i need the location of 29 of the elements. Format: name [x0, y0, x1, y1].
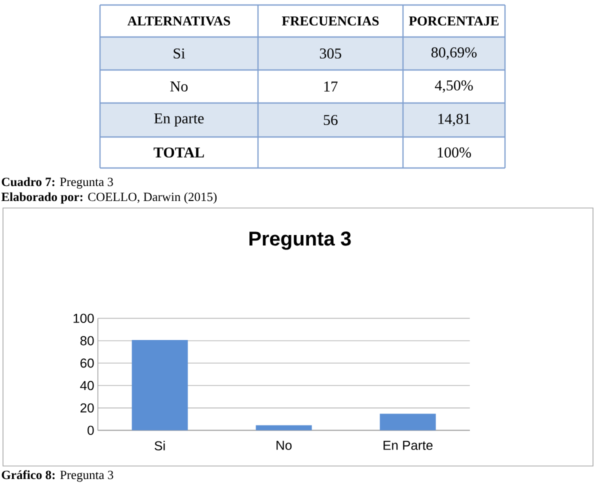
y-tick-label: 20 — [80, 403, 94, 413]
text: 56 — [324, 114, 338, 126]
text: 305 — [320, 48, 342, 59]
x-tick-label: En Parte — [384, 440, 433, 450]
x-tick-label: Si — [154, 440, 165, 450]
text: Cuadro 7: Pregunta 3 — [2, 177, 113, 189]
text: 14,81 — [438, 114, 470, 126]
bar — [132, 340, 188, 430]
text: En parte — [154, 113, 204, 126]
bar — [380, 414, 436, 430]
text: ALTERNATIVAS — [127, 16, 230, 26]
y-tick-label: 80 — [80, 336, 94, 346]
text: Elaborado por: COELLO, Darwin (2015) — [1, 192, 217, 204]
text: 100% — [438, 147, 471, 158]
y-tick-label: 100 — [74, 314, 94, 323]
text: PORCENTAJE — [408, 16, 499, 26]
chart-title: Pregunta 3 — [249, 232, 351, 250]
text: 4,50% — [434, 80, 473, 93]
text: Gráfico 8: Pregunta 3 — [2, 470, 114, 482]
text: Si — [174, 48, 185, 59]
text: FRECUENCIAS — [282, 16, 379, 26]
x-tick-label: No — [276, 440, 292, 450]
text: 17 — [324, 82, 338, 92]
text: TOTAL — [154, 147, 204, 158]
y-tick-label: 60 — [80, 358, 94, 368]
y-tick-label: 40 — [80, 380, 94, 390]
text: 80,69% — [431, 47, 477, 60]
text: No — [170, 82, 188, 92]
y-tick-label: 0 — [88, 426, 94, 435]
